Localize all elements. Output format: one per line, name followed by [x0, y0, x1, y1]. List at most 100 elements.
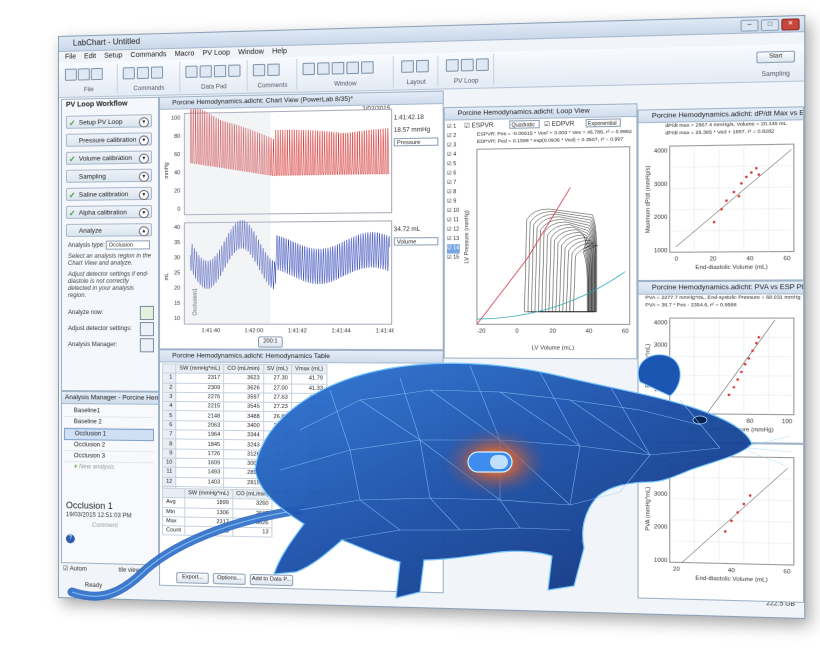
- loop-list-item[interactable]: ☑ 6: [447, 169, 460, 179]
- analyze-icon[interactable]: [140, 306, 154, 320]
- edpvr-fit-select[interactable]: Exponential: [586, 118, 621, 127]
- new-analysis-button[interactable]: + New analysis: [64, 462, 154, 473]
- add-to-data-pad-button[interactable]: Add to Data P...: [250, 574, 293, 586]
- menu-pv-loop[interactable]: PV Loop: [203, 47, 230, 59]
- analysis-type-select[interactable]: Occlusion: [106, 240, 150, 249]
- workflow-step-pressure[interactable]: Pressure calibration ▼: [66, 132, 152, 147]
- save-icon[interactable]: [91, 68, 103, 80]
- command-icon[interactable]: [137, 67, 149, 79]
- table-view-icon[interactable]: [332, 62, 345, 75]
- loop-list-item[interactable]: ☑ 3: [447, 141, 460, 151]
- workflow-step-volume[interactable]: ✓ Volume calibration ▼: [66, 150, 152, 164]
- comment-icon[interactable]: [253, 64, 265, 77]
- column-header[interactable]: SW (mmHg*mL): [176, 364, 224, 374]
- layout-icon[interactable]: [416, 60, 429, 73]
- chart-traces[interactable]: 100 80 60 40 20 0 40 35 30 25 20 15 10 mmHg mL Occlusio…: [160, 105, 394, 334]
- menu-setup[interactable]: Setup: [104, 50, 122, 62]
- loop-list-item[interactable]: ☑ 12: [447, 225, 460, 234]
- chevron-down-icon[interactable]: ▲: [139, 226, 149, 236]
- analysis-manager-icon[interactable]: [140, 338, 154, 352]
- dpdt-x-tick-label: 20: [710, 256, 717, 262]
- menu-commands[interactable]: Commands: [130, 49, 166, 61]
- chevron-down-icon[interactable]: ▼: [139, 172, 149, 182]
- open-file-icon[interactable]: [78, 68, 90, 80]
- loop-list-item[interactable]: ☑ 1: [447, 122, 460, 132]
- chevron-down-icon[interactable]: ▼: [139, 154, 149, 164]
- loop-list-item[interactable]: ☑ 8: [447, 188, 460, 198]
- loop-plot-area: [477, 147, 630, 325]
- edpvr-toggle[interactable]: ☑ EDPVR: [544, 120, 574, 128]
- pv-loop-icon[interactable]: [476, 58, 489, 71]
- loop-list-item[interactable]: ☑ 13: [447, 235, 460, 244]
- column-header[interactable]: SV (mL): [263, 364, 291, 374]
- command-icon[interactable]: [123, 67, 135, 79]
- summary-cell: Avg: [163, 498, 185, 508]
- pv-loop-plot[interactable]: LV Pressure (mmHg) LV Volume (mL) -20 0 20 40…: [462, 145, 634, 352]
- layout-icon[interactable]: [401, 60, 414, 73]
- data-pad-icon[interactable]: [185, 66, 197, 78]
- column-header[interactable]: CO (mL/min): [224, 364, 264, 374]
- analysis-item-selected[interactable]: Occlusion 1: [64, 428, 154, 441]
- workflow-title: PV Loop Workflow: [66, 100, 128, 108]
- volume-channel-select[interactable]: Volume: [394, 237, 439, 246]
- chevron-down-icon[interactable]: ▼: [139, 117, 149, 127]
- command-icon[interactable]: [151, 66, 163, 78]
- analysis-item[interactable]: Baseline1: [64, 406, 154, 418]
- loop-list-item[interactable]: ☑ 4: [447, 151, 460, 161]
- loop-list-item[interactable]: ☑ 15: [447, 254, 460, 263]
- loop-list-item[interactable]: ☑ 5: [447, 160, 460, 170]
- pressure-channel-select[interactable]: Pressure: [394, 137, 439, 146]
- close-icon[interactable]: ✕: [781, 18, 799, 30]
- plot-view-icon[interactable]: [346, 62, 359, 75]
- menu-help[interactable]: Help: [272, 46, 287, 58]
- plot-view-icon[interactable]: [361, 61, 374, 74]
- comment-field[interactable]: Comment: [92, 523, 118, 530]
- maximize-icon[interactable]: □: [761, 19, 779, 31]
- zoom-select[interactable]: 200:1: [258, 336, 283, 347]
- auto-tile-checkbox[interactable]: ☑ Autom tile views: [63, 565, 143, 574]
- loop-list-item[interactable]: ☑ 11: [447, 216, 460, 225]
- pv-loop-icon[interactable]: [446, 59, 459, 72]
- pv-loop-icon[interactable]: [461, 59, 474, 72]
- espvr-fit-select[interactable]: Quadratic: [509, 120, 539, 129]
- loop-list-item[interactable]: ☑ 9: [447, 197, 460, 206]
- loop-list-item[interactable]: ☑ 10: [447, 207, 460, 216]
- loop-list-item[interactable]: ☑ 7: [447, 179, 460, 189]
- help-icon[interactable]: ?: [66, 534, 75, 543]
- menu-file[interactable]: File: [65, 52, 76, 63]
- dpdt-scatter[interactable]: 4000 3000 2000 1000 0 20 40 60 Maximum dP/dt (mm…: [641, 135, 801, 277]
- start-button[interactable]: Start: [756, 51, 795, 64]
- chevron-down-icon[interactable]: ▼: [139, 190, 149, 200]
- menu-edit[interactable]: Edit: [84, 51, 96, 62]
- pva-plot-panel: Porcine Hemodynamics.adicht: PVA vs ESP …: [637, 280, 804, 443]
- table-cell: 27.63: [263, 393, 291, 403]
- column-header[interactable]: Vmax (mL): [291, 365, 326, 375]
- loop-list-item[interactable]: ☑ 14: [447, 244, 460, 253]
- menu-macro[interactable]: Macro: [175, 48, 195, 60]
- data-pad-icon[interactable]: [228, 64, 240, 77]
- chevron-down-icon[interactable]: ▼: [139, 208, 149, 218]
- workflow-step-saline[interactable]: ✓ Saline calibration ▼: [66, 187, 152, 201]
- chart-view-icon[interactable]: [303, 63, 315, 76]
- espvr-toggle[interactable]: ☑ ESPVR: [464, 122, 493, 130]
- export-button[interactable]: Export...: [176, 572, 209, 584]
- detector-settings-icon[interactable]: [140, 322, 154, 336]
- minimize-icon[interactable]: –: [740, 19, 758, 31]
- column-header[interactable]: [163, 364, 176, 373]
- new-file-icon[interactable]: [65, 69, 77, 81]
- workflow-step-alpha[interactable]: ✓ Alpha calibration ▼: [66, 205, 152, 219]
- pva-scatter[interactable]: 4000 3000 2000 1000 0 40 60 80 100 PVA (mmHg*mL) E…: [641, 309, 801, 440]
- menu-window[interactable]: Window: [238, 47, 264, 59]
- loop-list-item[interactable]: ☑ 2: [447, 132, 460, 142]
- chevron-down-icon[interactable]: ▼: [139, 135, 149, 145]
- third-scatter[interactable]: 4000 3000 2000 1000 20 40 60 PVA (mmHg*mL) End-d…: [641, 447, 801, 597]
- comment-icon[interactable]: [267, 63, 279, 76]
- workflow-step-analyze[interactable]: Analyze ▲: [66, 223, 152, 237]
- options-button[interactable]: Options...: [213, 573, 246, 585]
- data-pad-icon[interactable]: [200, 65, 212, 77]
- check-icon: ✓: [69, 207, 76, 220]
- workflow-step-setup[interactable]: ✓ Setup PV Loop ▼: [66, 114, 152, 129]
- loop-view-icon[interactable]: [317, 62, 330, 75]
- workflow-step-sampling[interactable]: Sampling ▼: [66, 169, 152, 183]
- data-pad-icon[interactable]: [214, 65, 226, 77]
